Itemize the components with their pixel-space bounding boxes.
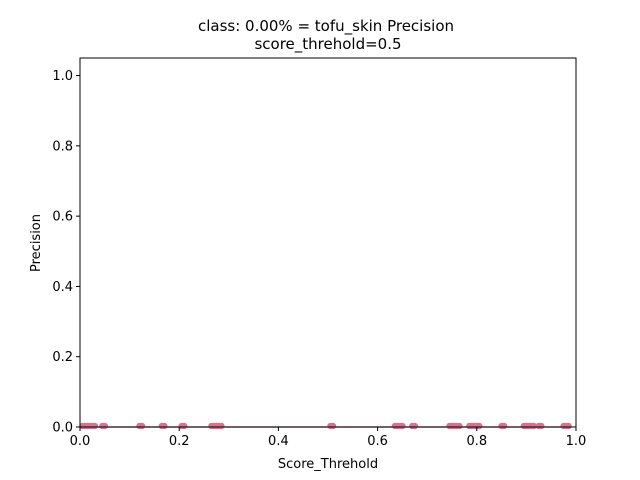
data-point: [180, 422, 188, 430]
data-point: [138, 422, 146, 430]
y-tick-label: 0.6: [52, 210, 73, 225]
data-point: [538, 422, 545, 430]
x-tick-label: 0.8: [466, 434, 487, 449]
data-point: [218, 422, 225, 430]
y-tick-label: 0.4: [52, 280, 73, 295]
data-point: [565, 422, 572, 430]
plot-frame: [79, 57, 577, 428]
x-axis-label: Score_Threhold: [278, 457, 378, 472]
data-point: [399, 422, 406, 430]
x-axis-ticks: 0.0 0.2 0.4 0.6 0.8 1.0: [70, 427, 587, 449]
data-point: [476, 422, 483, 430]
data-point: [329, 422, 337, 430]
x-tick-label: 0.4: [268, 434, 289, 449]
data-point: [91, 422, 99, 430]
y-axis-ticks: 0.0 0.2 0.4 0.6 0.8 1.0: [52, 69, 80, 436]
data-point: [101, 422, 109, 430]
data-marks: [79, 422, 572, 430]
y-tick-label: 0.2: [52, 350, 73, 365]
data-point: [411, 422, 418, 430]
chart-title-line1: class: 0.00% = tofu_skin Precision: [198, 17, 454, 36]
data-point: [530, 422, 538, 430]
x-tick-label: 0.0: [70, 434, 91, 449]
y-tick-label: 0.0: [52, 421, 73, 436]
data-point: [161, 422, 168, 430]
y-tick-label: 1.0: [52, 69, 73, 84]
y-tick-label: 0.8: [52, 139, 73, 154]
x-tick-label: 0.6: [367, 434, 388, 449]
chart-title-line2: score_threhold=0.5: [254, 35, 401, 54]
x-tick-label: 0.2: [169, 434, 190, 449]
data-point: [456, 422, 463, 430]
data-point: [500, 422, 508, 430]
x-tick-label: 1.0: [566, 434, 587, 449]
y-axis-label: Precision: [29, 214, 44, 272]
